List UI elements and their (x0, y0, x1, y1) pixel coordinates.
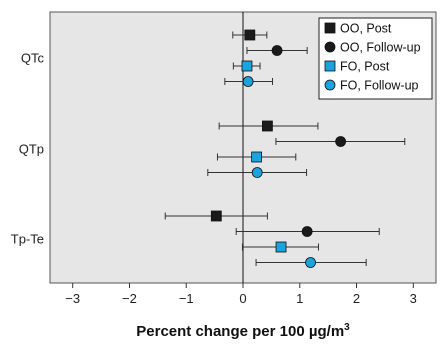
x-tick-label: 0 (239, 291, 246, 306)
point-fo-follow-up-qtc (242, 76, 254, 87)
point-fo-post-tp-te (275, 241, 287, 253)
legend-marker-oo-follow-up (324, 41, 336, 53)
point-oo-follow-up-qtp (335, 136, 347, 147)
legend-label-oo-post: OO, Post (340, 22, 392, 36)
category-label-qtp: QTp (19, 141, 44, 156)
point-oo-post-qtc (244, 29, 256, 41)
legend-marker-oo-post (324, 22, 336, 34)
legend-marker-fo-post (324, 60, 336, 72)
point-fo-post-qtc (241, 60, 253, 72)
legend-label-oo-follow-up: OO, Follow-up (340, 41, 421, 55)
x-axis-title: Percent change per 100 µg/m3 (136, 322, 350, 340)
x-tick-label: 3 (410, 291, 417, 306)
x-axis-title-superscript: 3 (344, 322, 350, 333)
legend-label-fo-post: FO, Post (340, 60, 390, 74)
legend-box (318, 17, 433, 100)
x-tick-label: 2 (353, 291, 360, 306)
point-oo-follow-up-qtc (271, 45, 283, 56)
point-oo-post-tp-te (210, 210, 222, 222)
point-oo-post-qtp (262, 120, 273, 132)
point-fo-follow-up-qtp (251, 167, 263, 178)
category-label-tp-te: Tp-Te (11, 231, 44, 246)
legend-marker-fo-follow-up (324, 79, 336, 91)
point-fo-post-qtp (251, 151, 263, 163)
legend: OO, Post OO, Follow-up FO, Post FO, Follow-… (318, 17, 433, 100)
point-oo-follow-up-tp-te (301, 226, 313, 237)
x-tick-label: −3 (65, 291, 80, 306)
x-tick-label: −1 (179, 291, 194, 306)
point-fo-follow-up-tp-te (305, 257, 316, 268)
category-label-qtc: QTc (21, 50, 45, 65)
x-tick-label: 1 (296, 291, 303, 306)
x-tick-label: −2 (122, 291, 137, 306)
legend-label-fo-follow-up: FO, Follow-up (340, 79, 419, 93)
